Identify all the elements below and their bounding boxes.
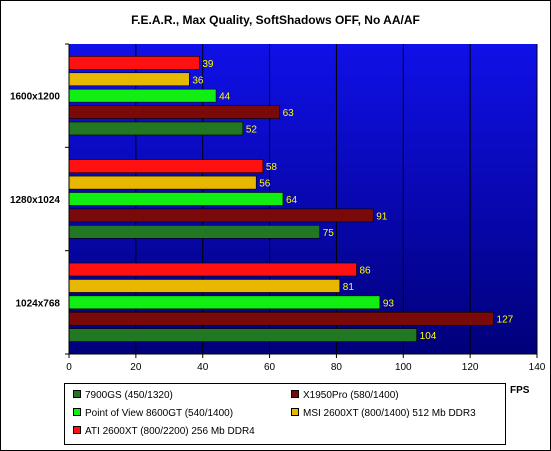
legend-swatch bbox=[291, 390, 299, 398]
category-label: 1024x768 bbox=[16, 298, 61, 309]
data-label: 81 bbox=[343, 282, 355, 293]
data-label: 36 bbox=[192, 75, 204, 86]
data-label: 75 bbox=[323, 228, 335, 239]
legend-swatch bbox=[291, 408, 299, 416]
bar bbox=[68, 208, 374, 223]
x-tick-label: 120 bbox=[462, 362, 479, 373]
bar bbox=[68, 295, 381, 310]
bar bbox=[68, 105, 280, 119]
x-tick-label: 0 bbox=[66, 362, 72, 373]
legend-label: 7900GS (450/1320) bbox=[85, 390, 173, 401]
legend-label: ATI 2600XT (800/2200) 256 Mb DDR4 bbox=[85, 426, 255, 437]
legend-item-x1950pro: X1950Pro (580/1400) bbox=[291, 390, 399, 401]
data-label: 58 bbox=[266, 162, 278, 173]
x-tick-label: 100 bbox=[395, 362, 412, 373]
x-tick-label: 40 bbox=[197, 362, 209, 373]
legend-item-msi-2600xt: MSI 2600XT (800/1400) 512 Mb DDR3 bbox=[291, 408, 476, 419]
category-label: 1280x1024 bbox=[10, 195, 60, 206]
data-label: 63 bbox=[283, 108, 295, 119]
legend-label: X1950Pro (580/1400) bbox=[303, 390, 399, 401]
bar bbox=[68, 88, 217, 103]
data-label: 86 bbox=[359, 266, 371, 277]
bar bbox=[68, 72, 190, 87]
x-axis-label: FPS bbox=[510, 385, 530, 396]
data-label: 52 bbox=[246, 124, 258, 135]
legend-item-7900gs: 7900GS (450/1320) bbox=[73, 390, 173, 401]
category-label: 1600x1200 bbox=[10, 92, 60, 103]
bar bbox=[68, 56, 200, 70]
legend-swatch bbox=[73, 408, 81, 416]
legend-swatch bbox=[73, 426, 81, 434]
data-label: 93 bbox=[383, 298, 395, 309]
chart-title: F.E.A.R., Max Quality, SoftShadows OFF, … bbox=[131, 13, 420, 27]
legend: 7900GS (450/1320) X1950Pro (580/1400) Po… bbox=[64, 383, 506, 445]
bar bbox=[68, 175, 257, 190]
x-tick-label: 60 bbox=[264, 362, 276, 373]
legend-label: MSI 2600XT (800/1400) 512 Mb DDR3 bbox=[303, 408, 476, 419]
x-tick-label: 80 bbox=[331, 362, 343, 373]
data-label: 39 bbox=[202, 59, 214, 70]
data-label: 56 bbox=[259, 179, 271, 190]
x-tick-label: 20 bbox=[130, 362, 142, 373]
bar bbox=[68, 159, 264, 173]
data-label: 64 bbox=[286, 195, 298, 206]
legend-swatch bbox=[73, 390, 81, 398]
data-label: 44 bbox=[219, 92, 231, 103]
bar bbox=[68, 121, 244, 136]
bar bbox=[68, 225, 321, 239]
legend-item-ati-2600xt: ATI 2600XT (800/2200) 256 Mb DDR4 bbox=[73, 426, 255, 437]
x-tick-label: 140 bbox=[529, 362, 546, 373]
data-label: 104 bbox=[420, 331, 437, 342]
data-label: 127 bbox=[497, 315, 514, 326]
bar bbox=[68, 279, 341, 293]
bar bbox=[68, 311, 494, 326]
bar bbox=[68, 262, 357, 277]
legend-label: Point of View 8600GT (540/1400) bbox=[85, 408, 234, 419]
bar bbox=[68, 328, 417, 342]
bar bbox=[68, 192, 284, 206]
legend-item-8600gt: Point of View 8600GT (540/1400) bbox=[73, 408, 233, 419]
data-label: 91 bbox=[376, 211, 388, 222]
